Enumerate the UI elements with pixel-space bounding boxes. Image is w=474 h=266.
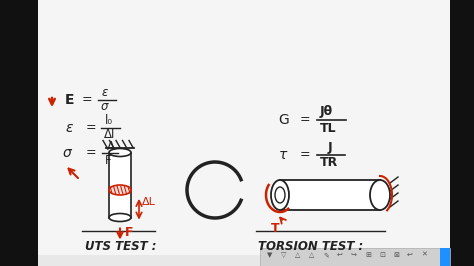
- Text: G: G: [278, 113, 289, 127]
- Text: △: △: [295, 252, 301, 258]
- Ellipse shape: [275, 187, 285, 203]
- Text: F: F: [105, 153, 111, 167]
- Text: =: =: [300, 148, 310, 161]
- Bar: [109, 152, 131, 218]
- Text: TR: TR: [320, 156, 338, 169]
- Text: $\varepsilon$: $\varepsilon$: [65, 121, 74, 135]
- Text: ▼: ▼: [267, 252, 273, 258]
- Text: ↩: ↩: [337, 252, 343, 258]
- Bar: [450, 0, 474, 266]
- Text: =: =: [86, 122, 97, 135]
- Text: ⊡: ⊡: [379, 252, 385, 258]
- Text: ✎: ✎: [323, 252, 329, 258]
- Bar: [0, 0, 38, 266]
- Text: T: T: [271, 222, 279, 235]
- Text: =: =: [82, 94, 92, 106]
- Ellipse shape: [109, 185, 131, 195]
- Bar: [280, 180, 380, 210]
- Ellipse shape: [271, 180, 289, 210]
- Text: △: △: [310, 252, 315, 258]
- Text: TL: TL: [320, 122, 337, 135]
- Ellipse shape: [370, 180, 390, 210]
- Text: ⊞: ⊞: [365, 252, 371, 258]
- Text: l₀: l₀: [105, 114, 113, 127]
- Text: Jθ: Jθ: [320, 105, 333, 118]
- Text: $\varepsilon$: $\varepsilon$: [101, 86, 109, 99]
- Text: =: =: [300, 114, 310, 127]
- Text: ↪: ↪: [351, 252, 357, 258]
- Text: UTS TEST :: UTS TEST :: [85, 240, 156, 253]
- Text: $\sigma$: $\sigma$: [62, 146, 73, 160]
- Text: ⊠: ⊠: [393, 252, 399, 258]
- Ellipse shape: [109, 148, 131, 156]
- Text: $\sigma$: $\sigma$: [100, 101, 110, 114]
- Bar: [440, 248, 450, 266]
- Text: ↩: ↩: [407, 252, 413, 258]
- Text: Δl: Δl: [104, 128, 115, 142]
- Text: TORSION TEST :: TORSION TEST :: [258, 240, 363, 253]
- Text: A: A: [107, 139, 115, 152]
- Text: F: F: [125, 226, 134, 239]
- Text: ▽: ▽: [281, 252, 287, 258]
- Bar: [260, 248, 450, 266]
- Text: ΔL: ΔL: [142, 197, 156, 207]
- Text: =: =: [86, 147, 97, 160]
- Text: E: E: [65, 93, 74, 107]
- Ellipse shape: [109, 214, 131, 222]
- Bar: [38, 0, 450, 255]
- Text: ✕: ✕: [421, 252, 427, 258]
- Text: $\tau$: $\tau$: [278, 148, 288, 162]
- Text: J: J: [328, 140, 333, 153]
